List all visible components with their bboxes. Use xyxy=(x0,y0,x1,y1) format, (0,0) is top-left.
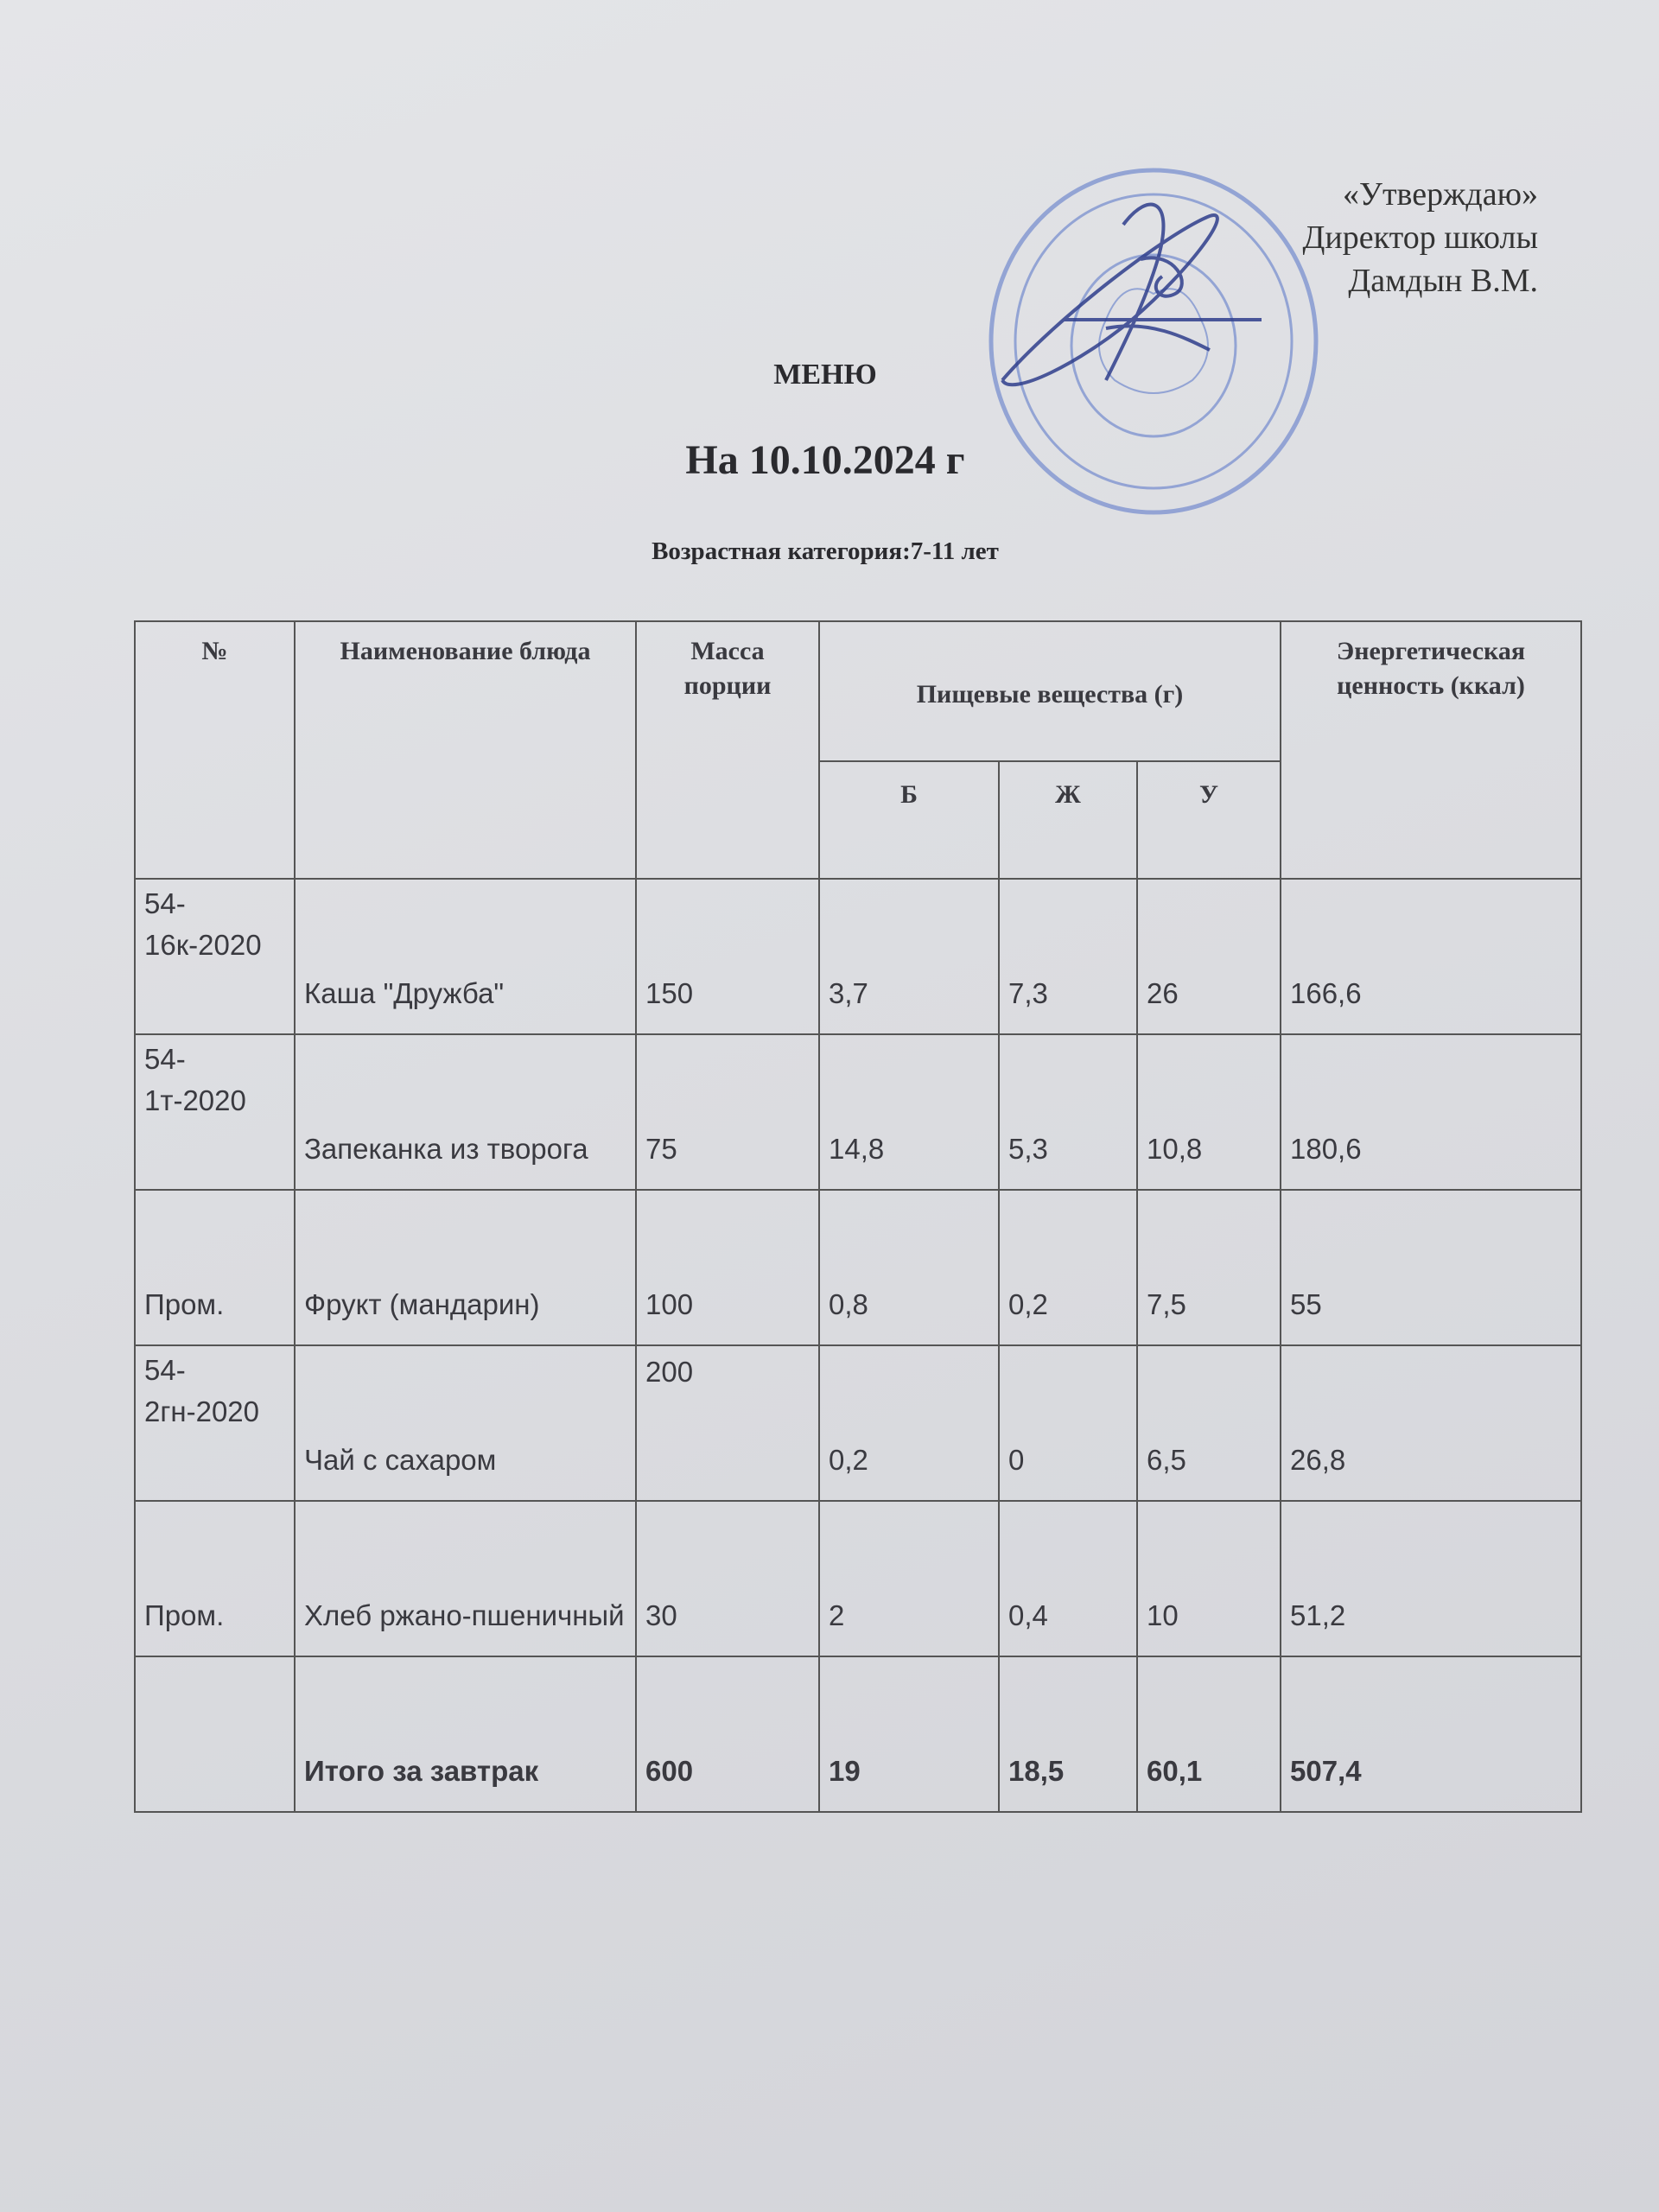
protein-value: 3,7 xyxy=(818,878,1000,1035)
header-carbs: У xyxy=(1136,760,1281,880)
carbs-value: 10,8 xyxy=(1136,1033,1281,1191)
dish-code: Пром. xyxy=(134,1500,296,1657)
carbs-value: 6,5 xyxy=(1136,1344,1281,1502)
protein-value: 14,8 xyxy=(818,1033,1000,1191)
carbs-value: 7,5 xyxy=(1136,1189,1281,1346)
carbs-value: 10 xyxy=(1136,1500,1281,1657)
header-protein: Б xyxy=(818,760,1000,880)
header-fat: Ж xyxy=(998,760,1138,880)
approval-label: «Утверждаю» xyxy=(1343,176,1538,213)
protein-value: 2 xyxy=(818,1500,1000,1657)
signature-icon xyxy=(1001,202,1262,387)
dish-name: Каша "Дружба" xyxy=(294,878,637,1035)
approver-position: Директор школы xyxy=(1302,219,1538,256)
portion-mass: 200 xyxy=(635,1344,820,1502)
fat-value: 7,3 xyxy=(998,878,1138,1035)
table-row: Пром. Фрукт (мандарин) 100 0,8 0,2 7,5 55 xyxy=(134,1189,1582,1346)
stamp-icon xyxy=(988,168,1319,515)
fat-value: 5,3 xyxy=(998,1033,1138,1191)
menu-date: На 10.10.2024 г xyxy=(685,437,965,483)
energy-value: 180,6 xyxy=(1280,1033,1582,1191)
dish-name: Чай с сахаром xyxy=(294,1344,637,1502)
energy-value: 507,4 xyxy=(1280,1656,1582,1813)
protein-value: 0,2 xyxy=(818,1344,1000,1502)
age-category: Возрастная категория:7-11 лет xyxy=(652,537,999,565)
carbs-value: 60,1 xyxy=(1136,1656,1281,1813)
portion-mass: 600 xyxy=(635,1656,820,1813)
header-mass: Масса порции xyxy=(635,620,820,880)
table-row: Пром. Хлеб ржано-пшеничный 30 2 0,4 10 51,2 xyxy=(134,1500,1582,1657)
subheader-row: Б Ж У xyxy=(135,760,1581,880)
school-stamp-with-signature xyxy=(988,168,1319,515)
dish-code: 54-16к-2020 xyxy=(134,878,296,1035)
menu-table: № Наименование блюда Масса порции Пищевы… xyxy=(134,620,1582,1813)
header-nutrients: Пищевые вещества (г) xyxy=(818,620,1281,762)
dish-code: 54-2гн-2020 xyxy=(134,1344,296,1502)
fat-value: 0,4 xyxy=(998,1500,1138,1657)
energy-value: 166,6 xyxy=(1280,878,1582,1035)
energy-value: 26,8 xyxy=(1280,1344,1582,1502)
portion-mass: 150 xyxy=(635,878,820,1035)
table-row: 54-1т-2020 Запеканка из творога 75 14,8 5,3 1… xyxy=(134,1033,1582,1191)
energy-value: 55 xyxy=(1280,1189,1582,1346)
dish-code: Пром. xyxy=(134,1189,296,1346)
dish-code xyxy=(134,1656,296,1813)
fat-value: 0 xyxy=(998,1344,1138,1502)
page-title: МЕНЮ xyxy=(773,359,877,391)
approval-block: «Утверждаю» Директор школы Дамдын В.М. xyxy=(1303,173,1538,302)
fat-value: 0,2 xyxy=(998,1189,1138,1346)
carbs-value: 26 xyxy=(1136,878,1281,1035)
approver-name: Дамдын В.М. xyxy=(1348,263,1538,299)
dish-name: Хлеб ржано-пшеничный xyxy=(294,1500,637,1657)
header-row: № Наименование блюда Масса порции Пищевы… xyxy=(134,620,1582,880)
protein-value: 0,8 xyxy=(818,1189,1000,1346)
dish-name: Фрукт (мандарин) xyxy=(294,1189,637,1346)
portion-mass: 75 xyxy=(635,1033,820,1191)
dish-name: Запеканка из творога xyxy=(294,1033,637,1191)
dish-code: 54-1т-2020 xyxy=(134,1033,296,1191)
fat-value: 18,5 xyxy=(998,1656,1138,1813)
table-row: 54-16к-2020 Каша "Дружба" 150 3,7 7,3 26 166,6 xyxy=(134,878,1582,1035)
header-num: № xyxy=(134,620,296,880)
header-energy: Энергетическая ценность (ккал) xyxy=(1280,620,1582,880)
energy-value: 51,2 xyxy=(1280,1500,1582,1657)
total-row: Итого за завтрак 600 19 18,5 60,1 507,4 xyxy=(134,1656,1582,1813)
portion-mass: 100 xyxy=(635,1189,820,1346)
dish-name: Итого за завтрак xyxy=(294,1656,637,1813)
protein-value: 19 xyxy=(818,1656,1000,1813)
header-name: Наименование блюда xyxy=(294,620,637,880)
portion-mass: 30 xyxy=(635,1500,820,1657)
table-row: 54-2гн-2020 Чай с сахаром 200 0,2 0 6,5 26,8 xyxy=(134,1344,1582,1502)
